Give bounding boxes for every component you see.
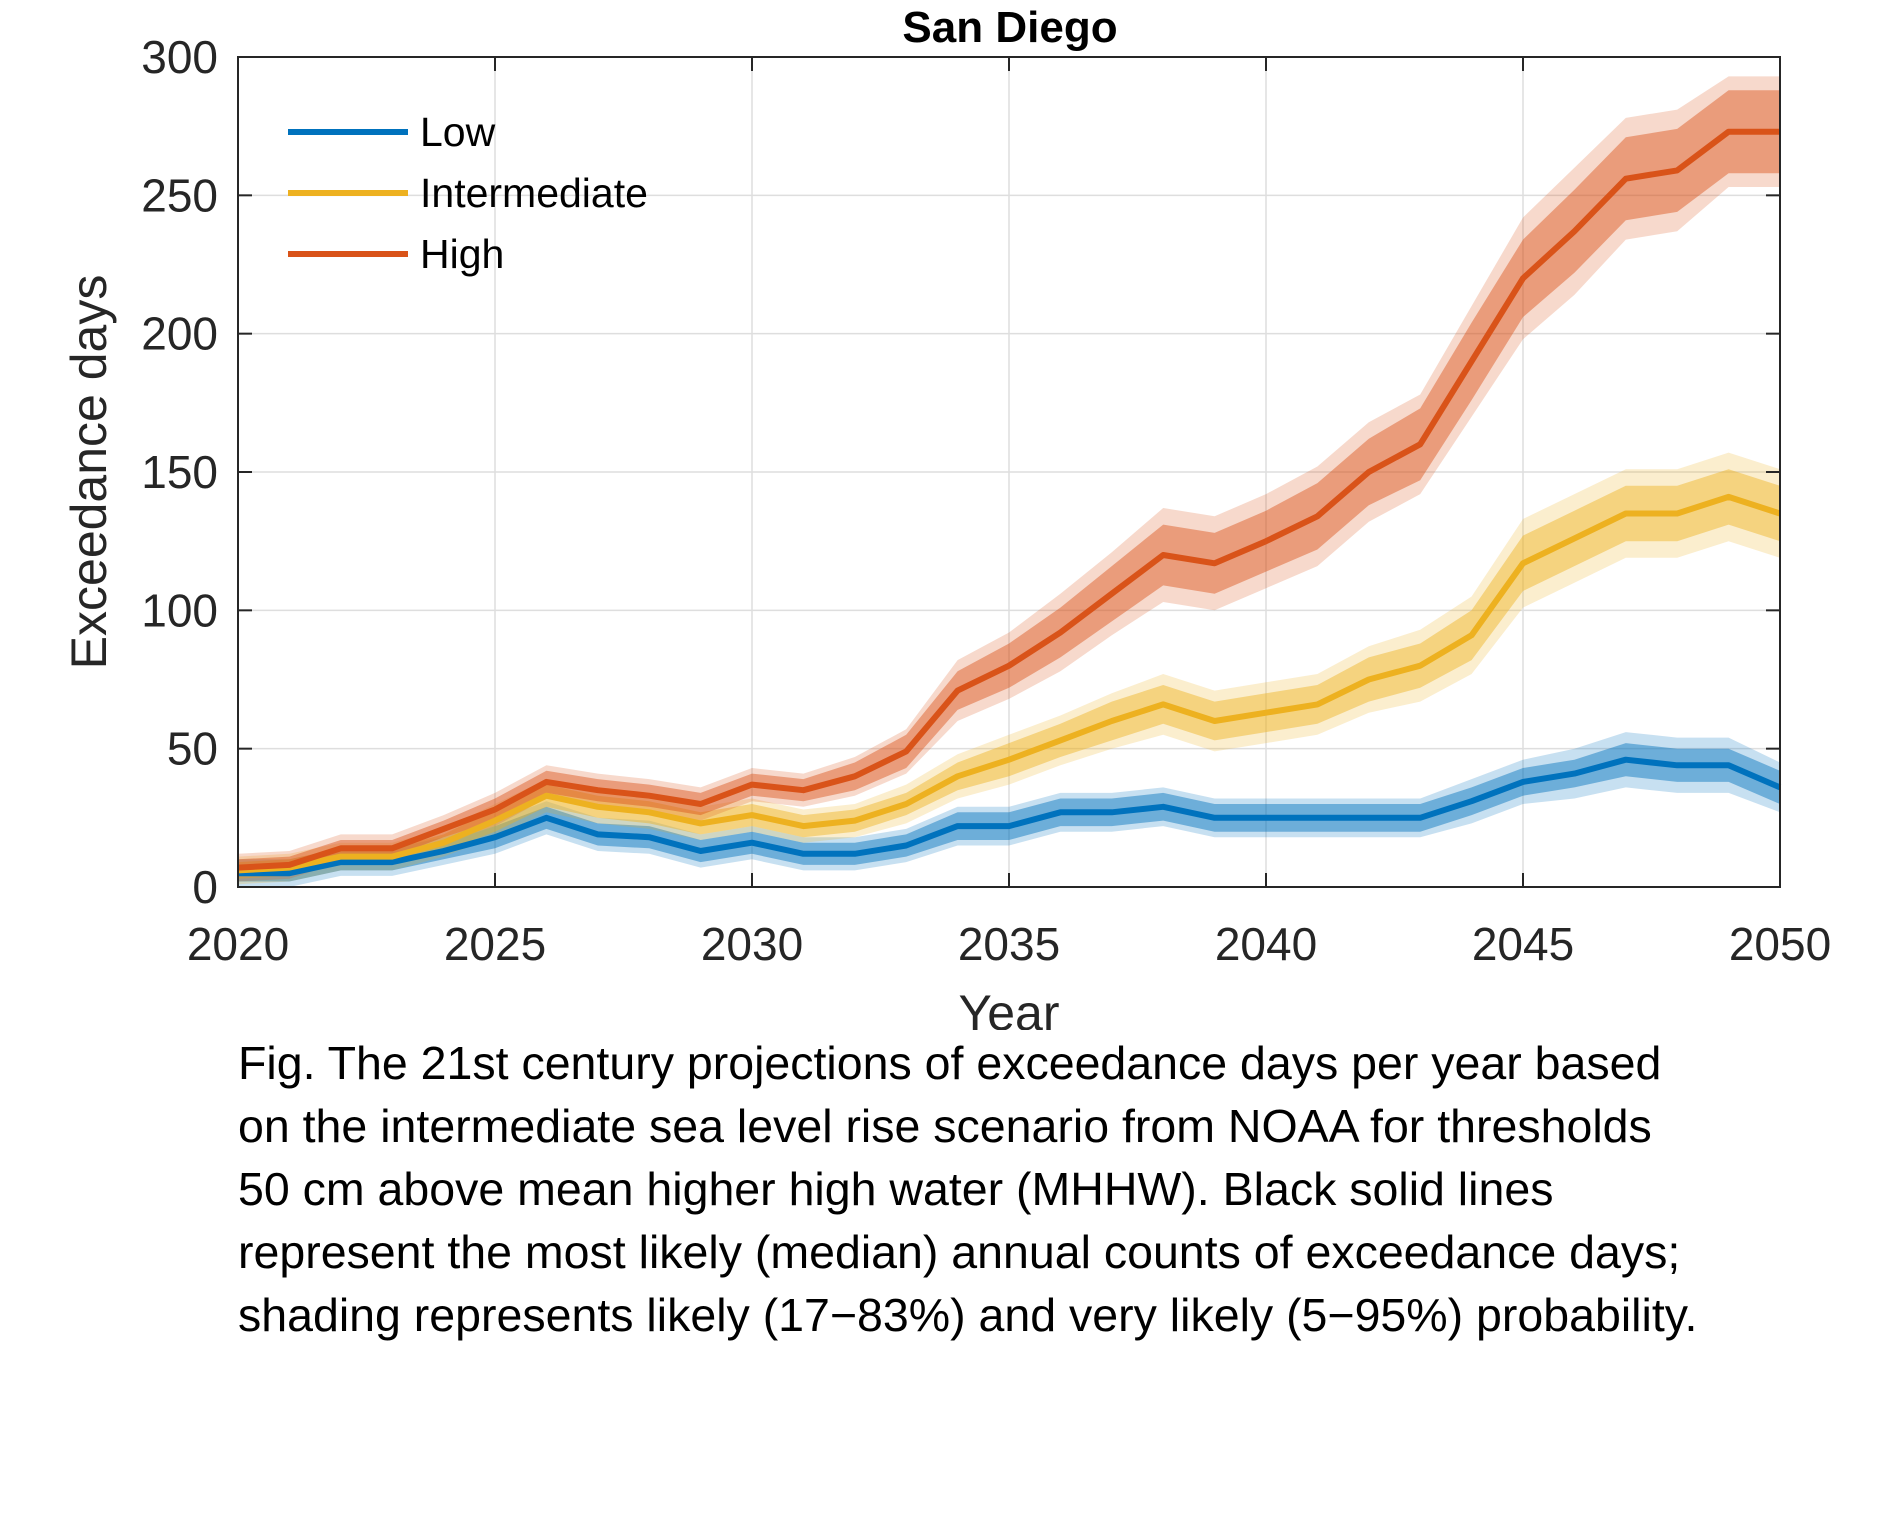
figure-caption: Fig. The 21st century projections of exc… — [238, 1032, 1878, 1347]
caption-line: 50 cm above mean higher high water (MHHW… — [238, 1163, 1554, 1215]
band-likely-high — [238, 90, 1780, 876]
x-tick-label: 2030 — [701, 918, 803, 970]
legend-label-high: High — [420, 231, 504, 277]
band-very-likely-intermediate — [238, 452, 1780, 885]
caption-line: represent the most likely (median) annua… — [238, 1226, 1681, 1278]
band-very-likely-low — [238, 732, 1780, 887]
x-tick-label: 2045 — [1472, 918, 1574, 970]
y-tick-label: 250 — [141, 169, 218, 221]
exceedance-chart: San Diego 2020 2025 2030 2035 2040 2045 2050 0… — [61, 3, 1831, 1030]
confidence-bands — [238, 76, 1780, 887]
caption-line: on the intermediate sea level rise scena… — [238, 1100, 1652, 1152]
y-axis-label: Exceedance days — [61, 275, 117, 670]
caption-line: shading represents likely (17−83%) and v… — [238, 1289, 1698, 1341]
y-tick-label: 200 — [141, 308, 218, 360]
series-line-low — [238, 756, 1782, 877]
grid-lines — [238, 57, 1780, 887]
x-axis-ticks: 2020 2025 2030 2035 2040 2045 2050 — [187, 57, 1831, 970]
y-tick-label: 300 — [141, 31, 218, 83]
x-tick-label: 2025 — [444, 918, 546, 970]
x-tick-label: 2050 — [1729, 918, 1831, 970]
y-tick-label: 50 — [167, 723, 218, 775]
band-likely-intermediate — [238, 469, 1780, 879]
caption-line: Fig. The 21st century projections of exc… — [238, 1037, 1662, 1089]
band-very-likely-high — [238, 76, 1780, 882]
x-axis-label: Year — [958, 985, 1059, 1030]
series-line-intermediate — [237, 493, 1781, 874]
y-tick-label: 0 — [192, 861, 218, 913]
legend-label-low: Low — [420, 109, 496, 155]
series-line-high — [237, 128, 1780, 871]
x-tick-label: 2040 — [1215, 918, 1317, 970]
y-tick-label: 150 — [141, 446, 218, 498]
x-tick-label: 2035 — [958, 918, 1060, 970]
band-likely-low — [238, 743, 1780, 882]
y-tick-label: 100 — [141, 584, 218, 636]
chart-title: San Diego — [902, 3, 1117, 52]
x-tick-label: 2020 — [187, 918, 289, 970]
y-axis-ticks: 0 50 100 150 200 250 300 — [141, 31, 1780, 913]
legend: Low Intermediate High — [288, 109, 648, 277]
legend-label-intermediate: Intermediate — [420, 170, 648, 216]
series-lines — [237, 128, 1782, 877]
